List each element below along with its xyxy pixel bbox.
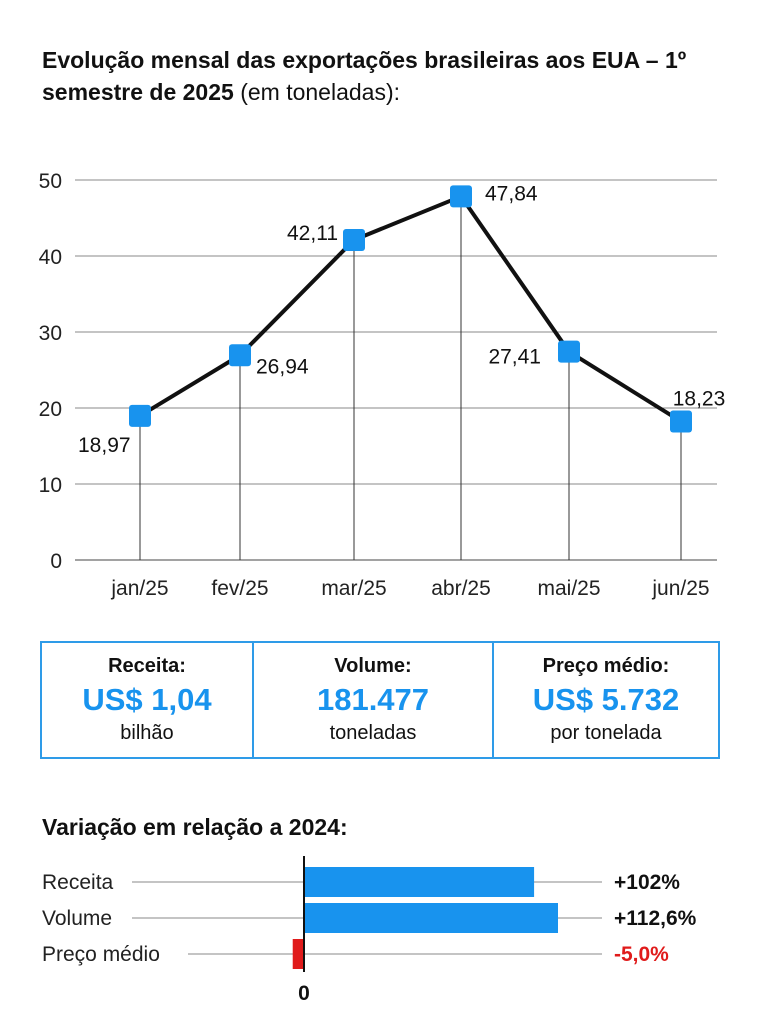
y-tick-label: 30 xyxy=(39,322,62,345)
stat-unit: bilhão xyxy=(120,722,174,744)
stat-preco-medio: Preço médio: US$ 5.732 por tonelada xyxy=(492,643,718,757)
bar-value-label: +112,6% xyxy=(614,907,697,930)
variation-bar xyxy=(304,867,535,897)
x-tick-label: mai/25 xyxy=(537,577,600,600)
y-tick-label: 10 xyxy=(39,474,62,497)
bar-value-label: -5,0% xyxy=(614,943,669,966)
data-label: 26,94 xyxy=(256,355,309,378)
bar-category-label: Volume xyxy=(42,907,112,930)
chart-title-unit: (em toneladas): xyxy=(233,79,401,105)
stat-unit: toneladas xyxy=(329,722,417,744)
variation-title: Variação em relação a 2024: xyxy=(42,814,348,840)
stat-value: 181.477 xyxy=(316,682,430,717)
stat-receita: Receita: US$ 1,04 bilhão xyxy=(42,643,252,757)
data-point xyxy=(129,404,151,427)
data-label: 27,41 xyxy=(488,346,541,369)
stat-label: Receita: xyxy=(108,655,186,677)
y-tick-label: 50 xyxy=(39,170,62,193)
stats-panel: Receita: US$ 1,04 bilhão Volume: 181.477… xyxy=(40,641,720,759)
chart-title-bold: Evolução mensal das exportações brasilei… xyxy=(42,47,687,105)
series-line xyxy=(138,194,683,424)
stat-volume: Volume: 181.477 toneladas xyxy=(252,643,492,757)
data-point xyxy=(229,344,251,367)
data-point xyxy=(558,340,580,363)
y-tick-label: 20 xyxy=(39,398,62,421)
variation-bar xyxy=(292,939,304,969)
data-label: 42,11 xyxy=(287,222,338,245)
variation-bar-chart: Receita +102% Volume +112,6% Preço médio -5,0… xyxy=(42,856,697,1005)
y-tick-label: 0 xyxy=(50,550,62,573)
x-tick-label: fev/25 xyxy=(211,577,268,600)
stat-label: Volume: xyxy=(334,655,412,677)
x-tick-label: jun/25 xyxy=(651,577,709,600)
data-label: 18,97 xyxy=(78,434,131,457)
data-point xyxy=(343,228,365,251)
variation-bar xyxy=(304,903,558,933)
zero-label: 0 xyxy=(298,982,310,1005)
chart-title: Evolução mensal das exportações brasilei… xyxy=(42,44,742,108)
line-chart: 0 10 20 30 40 50 18,97 26,94 42,11 47,84 27,41 18,2… xyxy=(39,170,726,600)
data-point xyxy=(450,185,472,208)
stat-label: Preço médio: xyxy=(542,655,670,677)
data-point xyxy=(670,410,692,433)
x-tick-label: mar/25 xyxy=(321,577,386,600)
stat-value: US$ 5.732 xyxy=(532,682,680,717)
y-tick-label: 40 xyxy=(39,246,62,269)
stat-value: US$ 1,04 xyxy=(82,682,212,717)
bar-category-label: Preço médio xyxy=(42,943,160,966)
bar-value-label: +102% xyxy=(614,871,680,894)
bar-category-label: Receita xyxy=(42,871,114,894)
stat-unit: por tonelada xyxy=(550,722,662,744)
x-tick-label: abr/25 xyxy=(431,577,491,600)
data-label: 18,23 xyxy=(673,387,726,410)
x-tick-label: jan/25 xyxy=(110,577,168,600)
data-label: 47,84 xyxy=(485,182,538,205)
